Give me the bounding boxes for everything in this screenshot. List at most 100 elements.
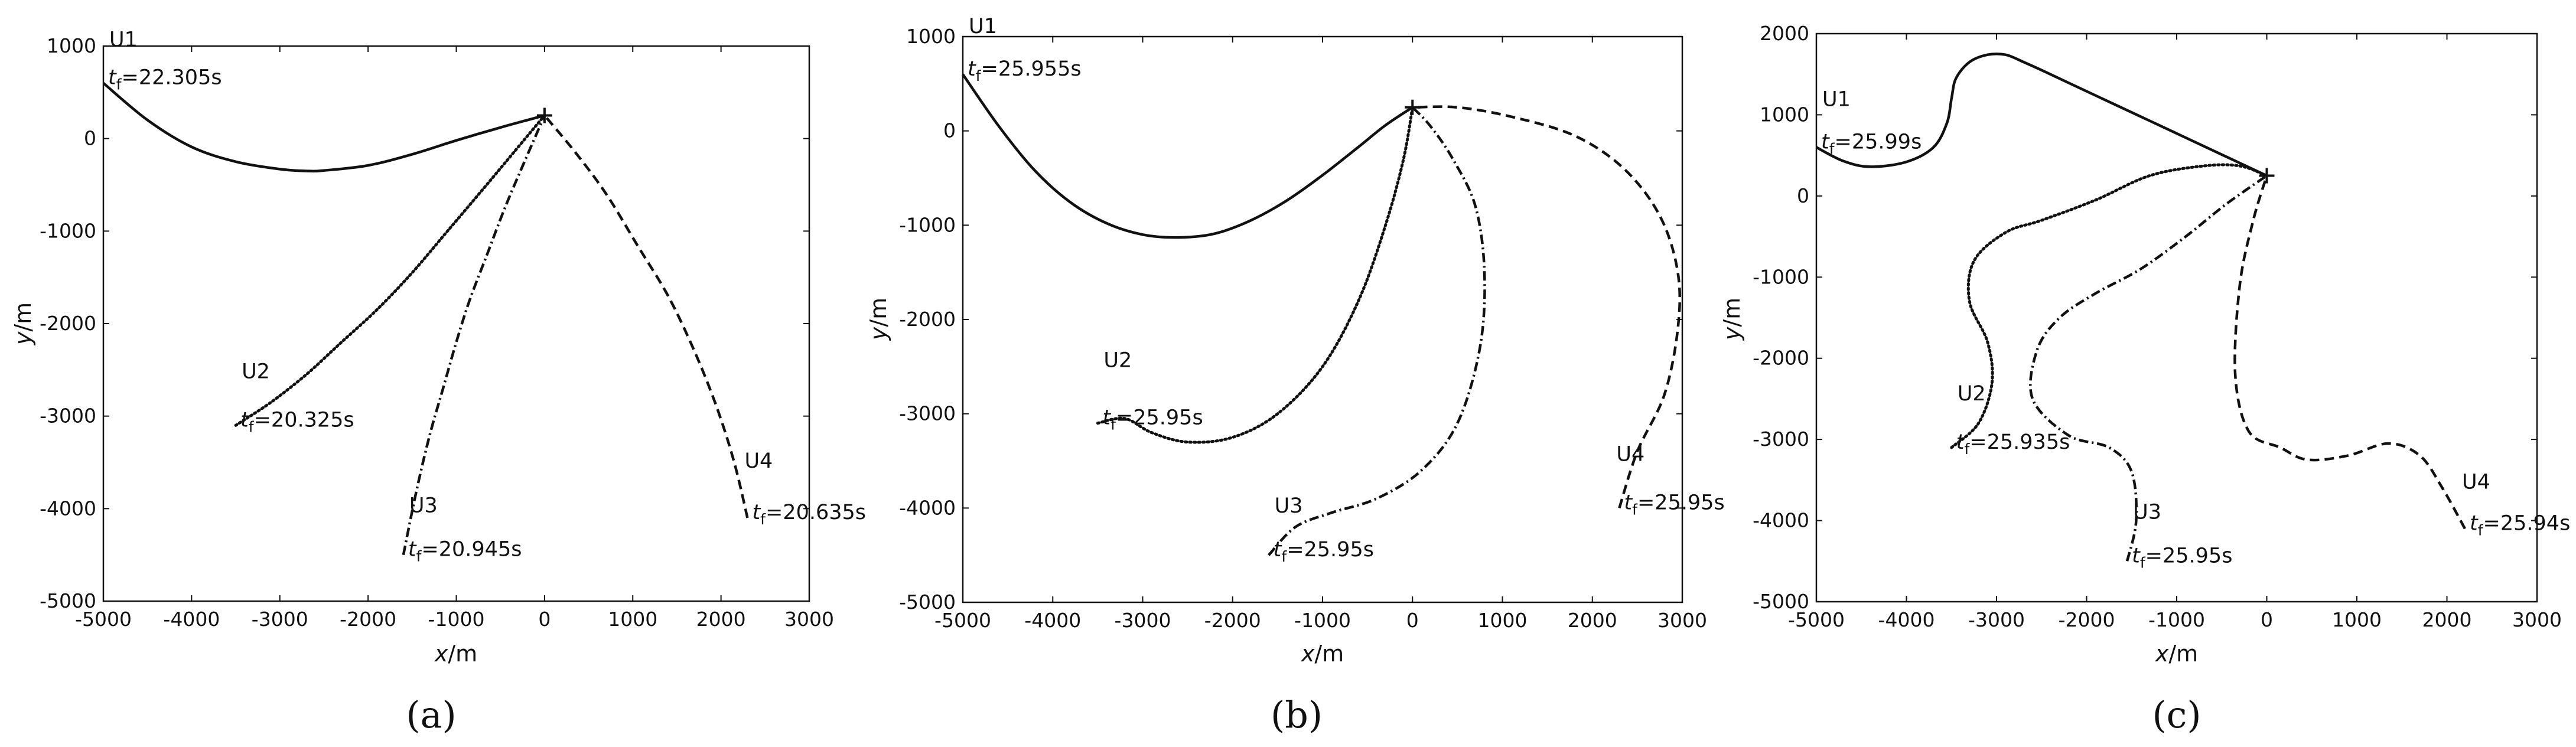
x-tick-label: 2000	[2422, 608, 2472, 631]
final-time-label: tf=25.99s	[1821, 130, 1922, 157]
y-tick-label: -1000	[899, 213, 956, 236]
x-tick-label: -3000	[252, 608, 308, 631]
series-name-label: U2	[1103, 349, 1132, 373]
y-tick-label: -3000	[40, 405, 96, 428]
x-tick-label: 2000	[1568, 609, 1617, 632]
series-name-label: U2	[242, 360, 270, 383]
label-layer: U1 tf=25.955s U2 tf=25.95s U3 tf=25.95s U4 tf=2…	[968, 15, 1725, 565]
x-axis-title: x/m	[1301, 641, 1344, 667]
x-tick-label: -3000	[1115, 609, 1171, 632]
x-tick-label: -1000	[2148, 608, 2205, 631]
final-time-label: tf=25.95s	[1102, 406, 1203, 433]
panel-a: -5000 -4000 -3000 -2000 -1000 0 1000 2000 3000 10…	[10, 28, 866, 736]
target-marker	[536, 107, 552, 123]
y-tick-label: -1000	[1753, 265, 1809, 288]
x-tick-label: 0	[538, 608, 551, 631]
series-line-u4	[543, 115, 749, 518]
x-tick-label: -5000	[75, 608, 132, 631]
y-tick-label: -5000	[1753, 590, 1809, 613]
x-tick-label: 3000	[1657, 609, 1707, 632]
x-tick-label: 3000	[784, 608, 834, 631]
x-tick-label: -5000	[1788, 608, 1845, 631]
y-tick-label: 0	[943, 119, 956, 142]
x-tick-label: -5000	[934, 609, 991, 632]
y-axis-title: y/m	[865, 298, 891, 341]
series-name-label: U3	[2133, 500, 2161, 524]
y-tick-label: 1000	[1760, 103, 1809, 126]
x-tick-label: 1000	[2332, 608, 2382, 631]
target-marker	[1405, 99, 1421, 115]
x-tick-label: -4000	[1878, 608, 1935, 631]
panel-c: -5000 -4000 -3000 -2000 -1000 0 1000 2000 3000 20…	[1719, 22, 2570, 736]
y-tick-label: -5000	[40, 589, 96, 612]
label-layer: U1 tf=25.99s U2 tf=25.935s U3 tf=25.95s U4 tf=2…	[1821, 87, 2570, 571]
x-axis-title: x/m	[434, 641, 477, 667]
y-tick-label: -2000	[40, 312, 96, 335]
series-line-u3	[2029, 174, 2268, 562]
y-tick-label: -4000	[899, 496, 956, 519]
series-line-u2	[1096, 106, 1414, 444]
series-layer	[1815, 52, 2466, 562]
y-tick-label: 0	[84, 127, 96, 150]
x-tick-label: -1000	[1294, 609, 1351, 632]
x-tick-label: 0	[1406, 609, 1419, 632]
final-time-label: tf=25.935s	[1956, 430, 2070, 458]
x-tick-label: -3000	[1968, 608, 2025, 631]
y-tick-label: -2000	[1753, 347, 1809, 370]
x-tick-label: 1000	[608, 608, 657, 631]
panel-b: -5000 -4000 -3000 -2000 -1000 0 1000 2000 3000 10…	[865, 15, 1725, 736]
series-line-u3	[1268, 106, 1486, 556]
final-time-label: tf=25.95s	[2132, 544, 2232, 571]
tick-layer: -5000 -4000 -3000 -2000 -1000 0 1000 2000 3000 10…	[40, 34, 834, 631]
series-name-label: U4	[1616, 442, 1644, 466]
y-tick-label: -2000	[899, 308, 956, 331]
series-layer	[962, 73, 1681, 556]
series-line-u2	[234, 114, 546, 427]
series-name-label: U1	[1822, 87, 1851, 111]
x-tick-label: -1000	[428, 608, 485, 631]
final-time-label: tf=25.955s	[968, 57, 1082, 84]
x-tick-label: 0	[2261, 608, 2273, 631]
y-tick-label: -3000	[899, 402, 956, 425]
x-tick-label: -4000	[163, 608, 220, 631]
x-tick-label: 3000	[2512, 608, 2562, 631]
x-tick-label: -4000	[1024, 609, 1081, 632]
series-line-u1	[1815, 52, 2268, 177]
series-name-label: U1	[969, 15, 997, 38]
x-tick-label: -2000	[1204, 609, 1261, 632]
y-axis-title: y/m	[10, 302, 36, 345]
panel-label-c: (c)	[2152, 693, 2201, 736]
plot-frame	[1815, 32, 2538, 603]
target-marker	[2259, 168, 2275, 184]
y-tick-label: 1000	[906, 25, 956, 48]
final-time-label: tf=20.635s	[752, 501, 866, 528]
y-tick-label: -5000	[899, 591, 956, 614]
y-tick-label: -3000	[1753, 428, 1809, 451]
series-name-label: U2	[1958, 382, 1986, 406]
series-line-u4	[2233, 175, 2466, 530]
final-time-label: tf=20.325s	[240, 408, 354, 435]
plot-frame	[962, 35, 1683, 604]
series-line-u3	[402, 115, 546, 556]
series-name-label: U1	[109, 28, 138, 52]
final-time-label: tf=25.95s	[1274, 538, 1374, 565]
panel-label-a: (a)	[406, 693, 456, 736]
y-tick-label: -4000	[1753, 509, 1809, 532]
series-name-label: U3	[1275, 494, 1303, 518]
x-tick-label: -2000	[340, 608, 396, 631]
final-time-label: tf=25.94s	[2470, 511, 2570, 539]
series-line-u1	[102, 81, 545, 173]
x-tick-label: -2000	[2059, 608, 2115, 631]
final-time-label: tf=20.945s	[408, 538, 522, 565]
final-time-label: tf=25.95s	[1624, 491, 1724, 518]
x-tick-label: 2000	[696, 608, 746, 631]
x-axis-title: x/m	[2155, 641, 2198, 667]
series-name-label: U4	[2462, 470, 2490, 494]
tick-layer: -5000 -4000 -3000 -2000 -1000 0 1000 2000 3000 20…	[1753, 22, 2562, 631]
y-tick-label: 1000	[47, 34, 96, 57]
series-line-u2	[1950, 163, 2268, 449]
y-tick-label: 2000	[1760, 22, 1809, 45]
series-name-label: U4	[744, 449, 773, 473]
y-tick-label: -1000	[40, 219, 96, 242]
